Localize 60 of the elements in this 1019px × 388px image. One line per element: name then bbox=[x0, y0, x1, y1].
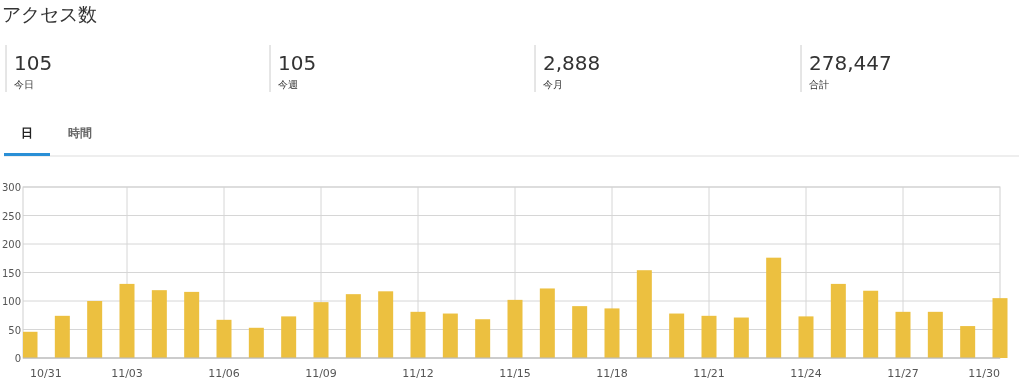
y-tick-label: 100 bbox=[1, 296, 21, 307]
x-tick-label: 11/30 bbox=[968, 367, 1000, 380]
x-tick-label: 11/15 bbox=[499, 367, 531, 380]
bar bbox=[23, 331, 38, 358]
text: 合計 bbox=[809, 79, 829, 90]
bar bbox=[475, 319, 491, 358]
bar bbox=[507, 299, 523, 358]
bar bbox=[733, 317, 749, 358]
bar bbox=[216, 319, 232, 358]
bar bbox=[992, 298, 1008, 358]
bar bbox=[798, 316, 814, 358]
bar bbox=[863, 290, 879, 358]
text: 105 bbox=[278, 51, 317, 75]
text: 2,888 bbox=[543, 51, 601, 75]
text: 今日 bbox=[14, 79, 34, 90]
bar bbox=[669, 313, 685, 358]
bar bbox=[345, 294, 361, 358]
bar bbox=[151, 290, 167, 358]
x-tick-label: 11/06 bbox=[208, 367, 240, 380]
bar bbox=[701, 315, 717, 358]
bar bbox=[539, 288, 555, 358]
text: 105 bbox=[14, 51, 53, 75]
text: 278,447 bbox=[809, 51, 892, 75]
bar bbox=[410, 311, 426, 358]
x-tick-label: 11/09 bbox=[305, 367, 337, 380]
x-tick-label: 11/18 bbox=[596, 367, 628, 380]
bar bbox=[248, 327, 264, 358]
bar bbox=[442, 313, 458, 358]
bar bbox=[119, 283, 135, 358]
y-tick-label: 300 bbox=[1, 182, 21, 193]
bar bbox=[281, 316, 297, 358]
x-tick-label: 11/12 bbox=[402, 367, 434, 380]
bar bbox=[572, 306, 588, 358]
y-tick-label: 250 bbox=[1, 210, 21, 222]
bar bbox=[604, 308, 620, 358]
bar bbox=[313, 302, 329, 358]
y-tick-label: 0 bbox=[14, 353, 21, 364]
y-tick-label: 200 bbox=[1, 239, 21, 250]
text: アクセス数 bbox=[2, 3, 97, 25]
x-tick-label: 11/27 bbox=[887, 367, 919, 380]
bar bbox=[87, 301, 103, 358]
text: 今週 bbox=[278, 79, 298, 90]
y-tick-label: 150 bbox=[1, 267, 21, 279]
x-tick-label: 11/03 bbox=[111, 367, 143, 380]
text: 今月 bbox=[543, 79, 563, 90]
bar bbox=[184, 291, 200, 358]
bar bbox=[960, 326, 976, 358]
bar bbox=[54, 315, 70, 358]
bar bbox=[766, 257, 782, 358]
bar bbox=[927, 311, 943, 358]
x-tick-label: 10/31 bbox=[30, 367, 62, 380]
x-tick-label: 11/21 bbox=[693, 367, 725, 380]
bar bbox=[636, 270, 652, 358]
text: 時間 bbox=[68, 126, 92, 140]
x-tick-label: 11/24 bbox=[790, 367, 822, 380]
bar bbox=[830, 283, 846, 358]
y-tick-label: 50 bbox=[8, 324, 21, 336]
text: 日 bbox=[21, 126, 33, 140]
bar bbox=[895, 311, 911, 358]
bar bbox=[378, 291, 394, 358]
